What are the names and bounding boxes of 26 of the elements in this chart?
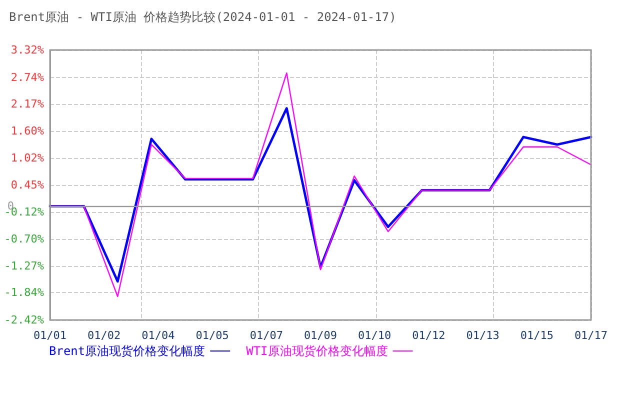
y-tick-label: 1.60% — [10, 124, 44, 138]
legend-label: WTI原油现货价格变化幅度 — [246, 344, 388, 358]
x-tick-label: 01/02 — [88, 329, 121, 342]
chart-title: Brent原油 - WTI原油 价格趋势比较(2024-01-01 - 2024-01-17) — [9, 10, 396, 24]
x-tick-label: 01/12 — [412, 329, 446, 342]
x-tick-label: 01/05 — [196, 329, 229, 342]
y-tick-label: -0.70% — [4, 232, 44, 246]
line-series — [49, 72, 592, 298]
line-series — [48, 107, 592, 283]
x-tick-label: 01/17 — [574, 329, 608, 342]
x-tick-label: 01/01 — [33, 329, 67, 342]
y-tick-label: 1.02% — [10, 152, 44, 165]
y-tick-label: -1.27% — [4, 259, 44, 272]
x-tick-label: 01/07 — [250, 329, 283, 342]
x-tick-label: 01/10 — [358, 329, 392, 342]
x-tick-label: 01/09 — [304, 329, 338, 342]
x-tick-label: 01/04 — [142, 329, 176, 342]
y-tick-label: 2.74% — [10, 70, 44, 84]
x-tick-label: 01/15 — [520, 329, 554, 342]
y-tick-label: 3.32% — [10, 44, 44, 56]
y-tick-label: 0.45% — [10, 178, 44, 192]
x-tick-label: 01/13 — [466, 329, 500, 342]
y-tick-label: -1.84% — [4, 286, 44, 300]
legend-label: Brent原油现货价格变化幅度 — [49, 344, 206, 358]
y-tick-label: 2.17% — [10, 98, 44, 111]
y-tick-label: -2.42% — [4, 314, 44, 326]
